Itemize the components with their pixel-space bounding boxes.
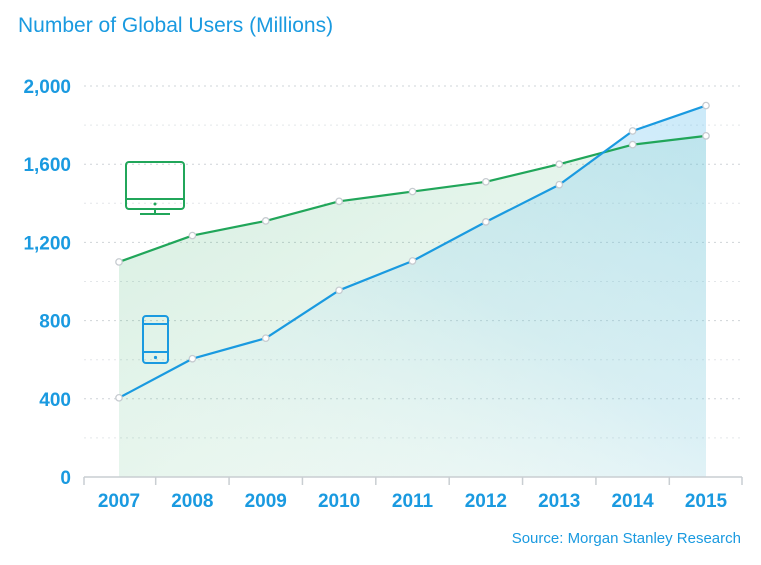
x-tick-label: 2008 bbox=[171, 491, 213, 512]
x-tick-label: 2013 bbox=[538, 491, 580, 512]
y-tick-label: 2,000 bbox=[23, 77, 71, 98]
data-point bbox=[115, 258, 123, 266]
data-point bbox=[408, 187, 417, 196]
data-point bbox=[261, 334, 270, 343]
data-point bbox=[335, 197, 343, 206]
x-axis bbox=[83, 476, 743, 485]
data-point bbox=[628, 140, 637, 149]
x-tick-label: 2009 bbox=[245, 491, 287, 512]
y-tick-label: 1,600 bbox=[23, 155, 71, 176]
desktop-icon bbox=[125, 161, 185, 215]
x-axis-ticks: 2007 2008 2009 2010 2011 2012 2013 2014 2015 bbox=[98, 491, 728, 512]
data-point bbox=[628, 127, 637, 135]
x-tick-label: 2007 bbox=[98, 491, 140, 512]
y-axis-ticks: 0 400 800 1,200 1,600 2,000 bbox=[23, 77, 71, 489]
x-tick-label: 2012 bbox=[465, 491, 507, 512]
mobile-icon bbox=[142, 315, 169, 364]
data-point bbox=[482, 218, 490, 226]
source-note: Source: Morgan Stanley Research bbox=[511, 530, 741, 547]
data-point bbox=[408, 257, 417, 265]
x-tick-label: 2010 bbox=[318, 491, 360, 512]
data-point bbox=[482, 177, 490, 186]
data-point bbox=[702, 132, 710, 140]
data-point bbox=[555, 160, 564, 169]
data-point bbox=[261, 217, 270, 225]
x-tick-label: 2014 bbox=[611, 491, 654, 512]
y-tick-label: 400 bbox=[39, 390, 71, 411]
data-point bbox=[702, 101, 710, 110]
series-area-1 bbox=[119, 105, 706, 478]
data-points bbox=[115, 101, 710, 402]
data-point bbox=[555, 180, 564, 189]
data-point bbox=[188, 354, 197, 363]
y-tick-label: 1,200 bbox=[23, 233, 71, 254]
chart-title: Number of Global Users (Millions) bbox=[18, 14, 334, 37]
x-tick-label: 2015 bbox=[685, 491, 728, 512]
data-point bbox=[188, 231, 197, 240]
area-fills bbox=[119, 105, 706, 478]
data-point bbox=[335, 286, 343, 295]
data-point bbox=[115, 393, 123, 402]
x-tick-label: 2011 bbox=[392, 491, 434, 512]
y-tick-label: 0 bbox=[60, 468, 71, 489]
y-tick-label: 800 bbox=[39, 312, 71, 333]
